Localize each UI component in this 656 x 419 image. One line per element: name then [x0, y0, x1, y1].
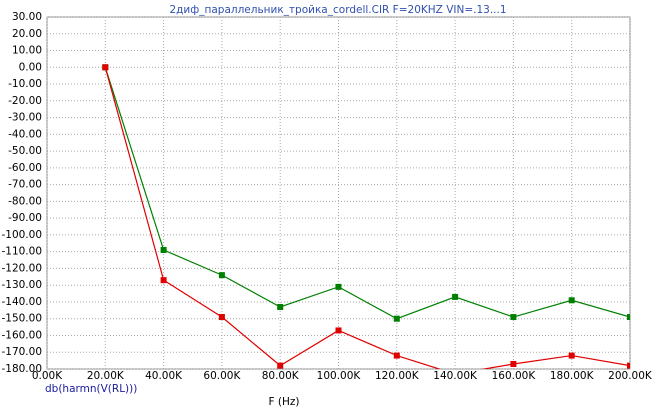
x-tick-label: 140.00K — [433, 370, 478, 382]
x-tick-label: 40.00K — [145, 370, 183, 382]
x-tick-label: 100.00K — [317, 370, 362, 382]
x-tick-label: 80.00K — [262, 370, 300, 382]
y-tick-label: 30.00 — [12, 11, 42, 23]
y-tick-label: -80.00 — [8, 195, 42, 207]
data-point — [160, 277, 167, 284]
data-point — [277, 303, 284, 310]
data-point — [627, 314, 630, 321]
data-point — [335, 327, 342, 334]
x-tick-label: 60.00K — [203, 370, 241, 382]
y-tick-label: -40.00 — [8, 128, 42, 140]
y-tick-label: -160.00 — [1, 329, 42, 341]
data-point — [510, 314, 517, 321]
data-point — [277, 362, 284, 369]
y-tick-label: -180.00 — [1, 363, 42, 375]
data-point — [627, 362, 630, 369]
y-tick-label: -90.00 — [8, 212, 42, 224]
y-tick-label: -70.00 — [8, 179, 42, 191]
y-tick-label: -110.00 — [1, 246, 42, 258]
y-tick-label: -20.00 — [8, 95, 42, 107]
y-tick-label: -10.00 — [8, 78, 42, 90]
x-tick-label: 20.00K — [87, 370, 125, 382]
y-tick-label: -150.00 — [1, 313, 42, 325]
y-tick-label: -170.00 — [1, 346, 42, 358]
y-tick-label: 10.00 — [12, 45, 42, 57]
x-tick-label: 180.00K — [550, 370, 595, 382]
plot-area — [102, 64, 630, 369]
chart-title: 2диф_параллельник_тройка_cordell.CIR F=2… — [169, 4, 506, 16]
data-point — [510, 360, 517, 367]
y-tick-label: 20.00 — [12, 28, 42, 40]
x-tick-label: 0.00K — [32, 370, 63, 382]
data-point — [568, 352, 575, 359]
data-point — [452, 293, 459, 300]
y-tick-label: 0.00 — [19, 61, 42, 73]
y-tick-label: -130.00 — [1, 279, 42, 291]
y-tick-label: -100.00 — [1, 229, 42, 241]
y-tick-label: -140.00 — [1, 296, 42, 308]
x-tick-label: 200.00K — [608, 370, 653, 382]
data-point — [218, 314, 225, 321]
data-point — [335, 283, 342, 290]
data-point — [393, 352, 400, 359]
x-tick-label: 160.00K — [492, 370, 537, 382]
grid — [46, 16, 631, 370]
data-point — [102, 64, 109, 71]
x-axis-label: F (Hz) — [269, 396, 300, 408]
data-point — [568, 297, 575, 304]
data-point — [218, 272, 225, 279]
y-tick-label: -30.00 — [8, 112, 42, 124]
series-line — [104, 67, 630, 369]
series-line — [104, 67, 630, 320]
x-tick-label: 120.00K — [375, 370, 420, 382]
y-axis-label: db(harmn(V(RL))) — [45, 383, 137, 395]
data-point — [160, 246, 167, 253]
y-tick-label: -60.00 — [8, 162, 42, 174]
data-point — [393, 315, 400, 322]
y-tick-label: -120.00 — [1, 262, 42, 274]
plot-frame — [46, 16, 631, 370]
y-tick-label: -50.00 — [8, 145, 42, 157]
